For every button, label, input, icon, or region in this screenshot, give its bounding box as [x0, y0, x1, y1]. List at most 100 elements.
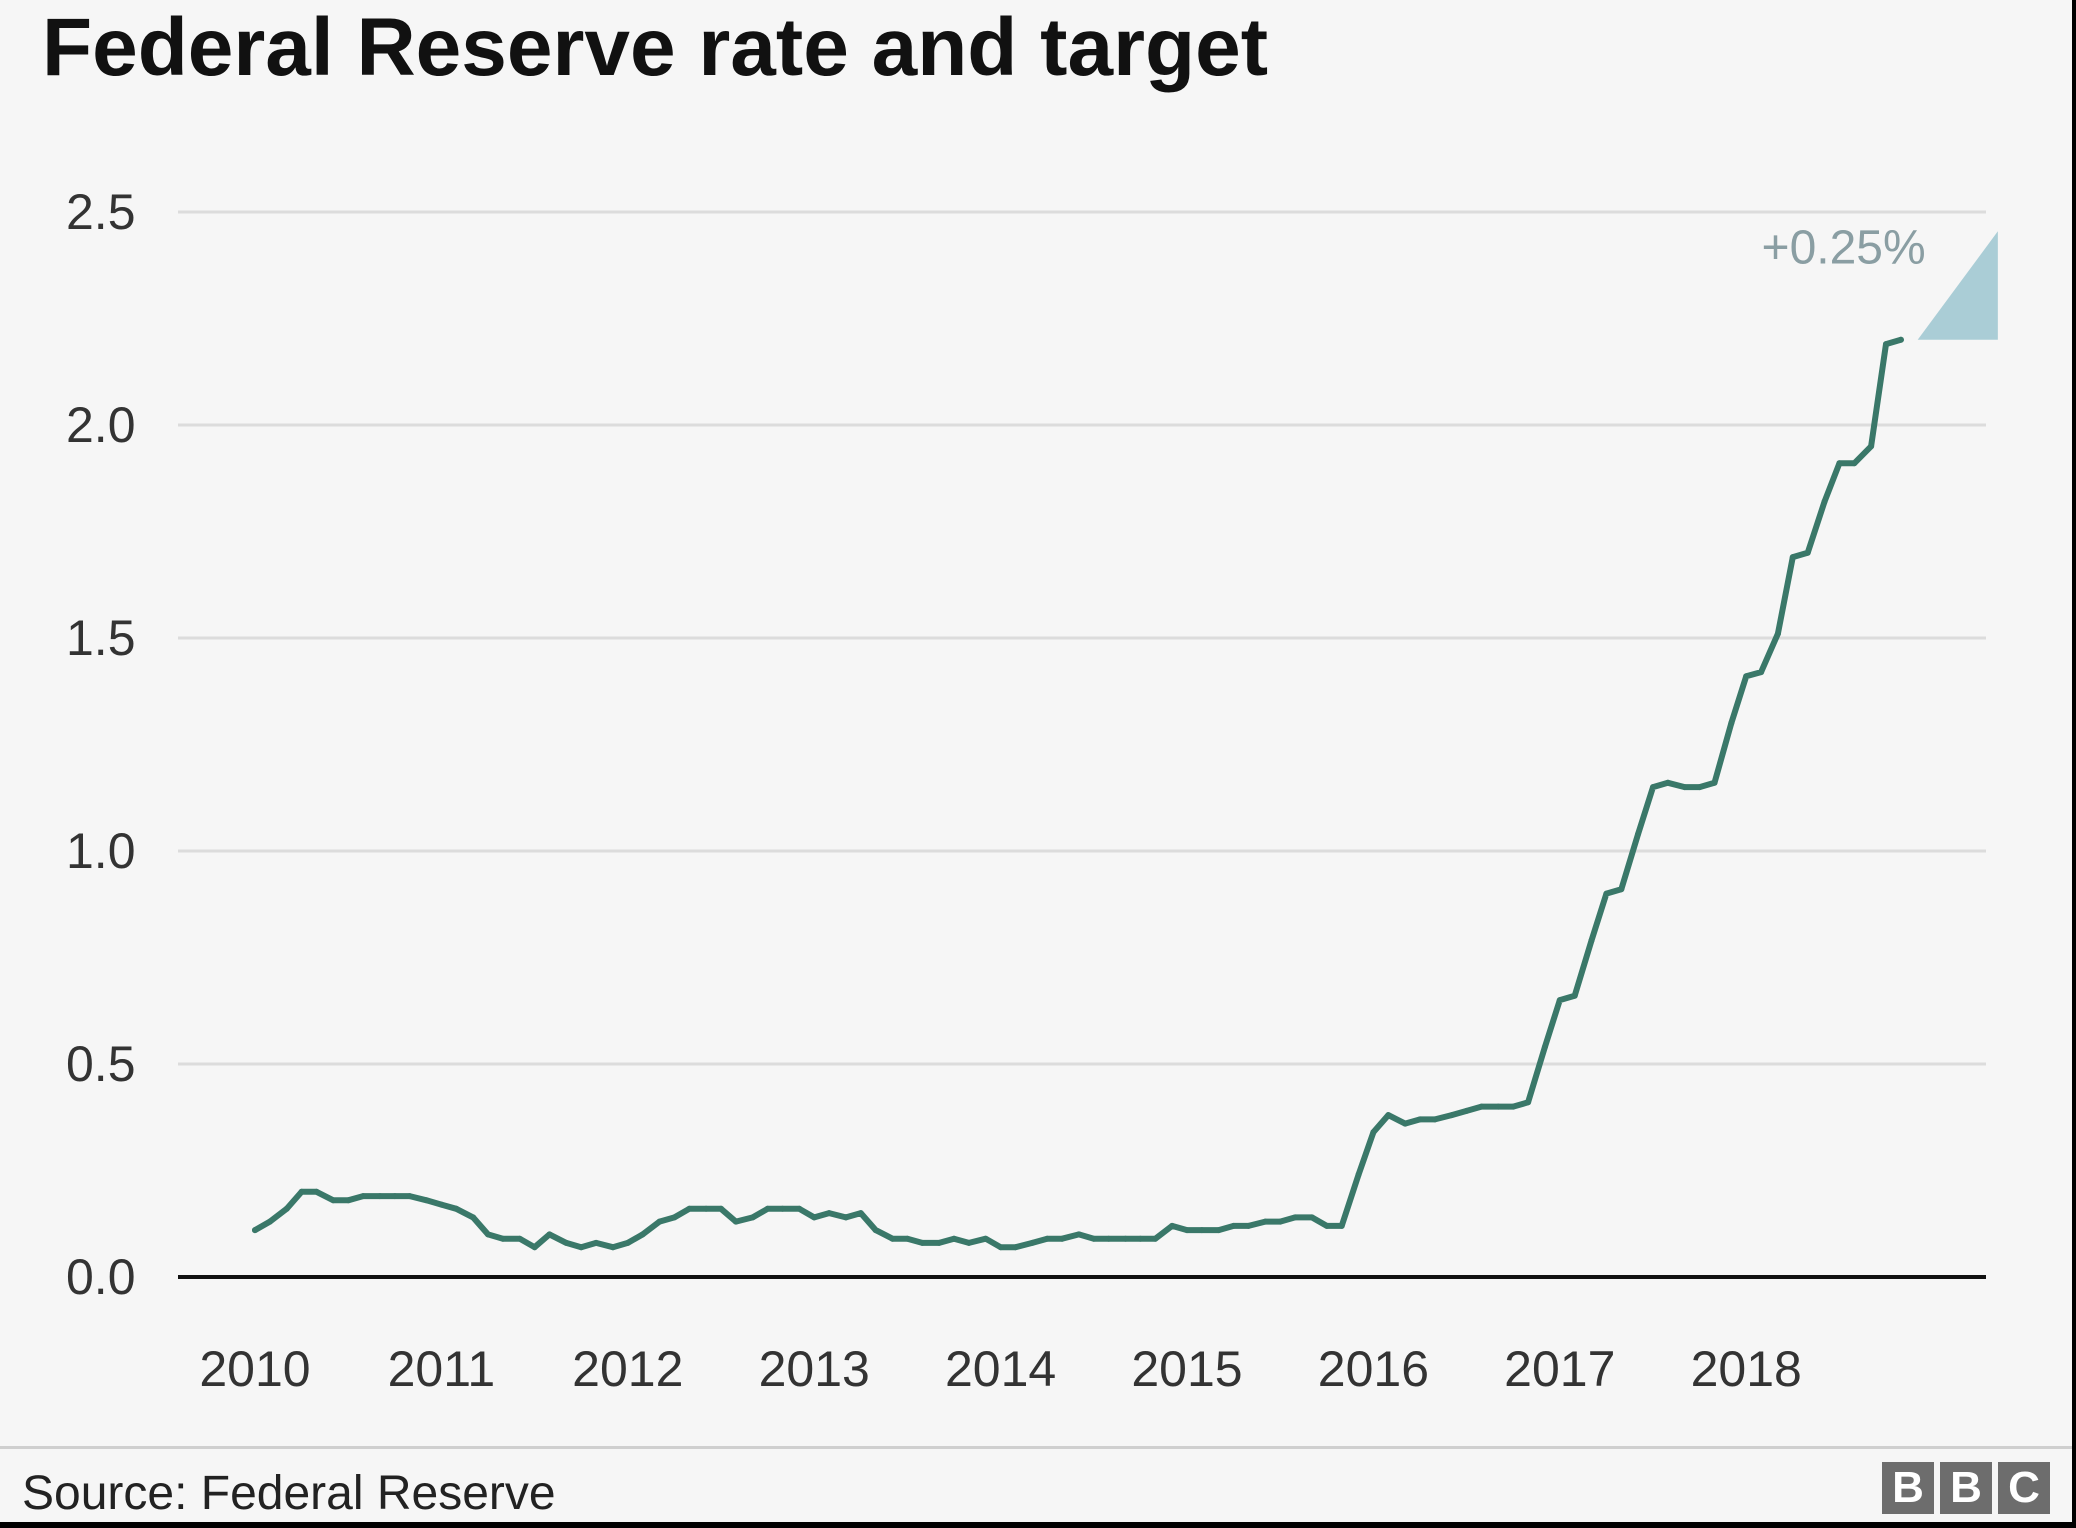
data-point: [1774, 630, 1781, 637]
data-point: [1338, 1222, 1345, 1229]
data-point: [936, 1239, 943, 1246]
data-point: [345, 1197, 352, 1204]
x-tick-label: 2015: [1131, 1341, 1242, 1397]
data-point: [811, 1214, 818, 1221]
x-tick-label: 2013: [759, 1341, 870, 1397]
data-point: [919, 1239, 926, 1246]
data-point: [656, 1218, 663, 1225]
data-point: [1448, 1112, 1455, 1119]
data-point: [1556, 997, 1563, 1004]
x-tick-label: 2017: [1504, 1341, 1615, 1397]
y-tick-label: 2.0: [66, 397, 136, 453]
series-lines: [252, 336, 1904, 1251]
data-point: [438, 1201, 445, 1208]
data-point: [1758, 669, 1765, 676]
data-point: [1245, 1222, 1252, 1229]
data-point: [1230, 1222, 1237, 1229]
data-point: [1090, 1235, 1097, 1242]
data-point: [298, 1188, 305, 1195]
data-point: [1821, 498, 1828, 505]
data-point: [889, 1235, 896, 1242]
data-point: [1012, 1244, 1019, 1251]
data-point: [1897, 336, 1904, 343]
bbc-logo-letter: C: [1998, 1462, 2050, 1514]
data-point: [1495, 1103, 1502, 1110]
y-tick-label: 0.5: [66, 1036, 136, 1092]
data-point: [997, 1244, 1004, 1251]
data-point: [313, 1188, 320, 1195]
data-point: [360, 1193, 367, 1200]
data-point: [732, 1218, 739, 1225]
data-point: [1417, 1116, 1423, 1123]
data-point: [703, 1205, 710, 1212]
data-point: [546, 1231, 553, 1238]
data-point: [1650, 784, 1656, 791]
data-point: [951, 1235, 957, 1242]
data-point: [639, 1231, 646, 1238]
data-point: [1836, 460, 1843, 467]
footer-divider: [0, 1446, 2072, 1449]
line-chart: 0.00.51.01.52.02.5 2010 2011 2012 2013 2014 2…: [66, 184, 1998, 1397]
data-point: [266, 1218, 273, 1225]
data-point: [593, 1239, 600, 1246]
data-point: [516, 1235, 523, 1242]
data-point: [1618, 886, 1625, 893]
data-point: [796, 1205, 803, 1212]
data-point: [1215, 1227, 1222, 1234]
data-point: [904, 1235, 911, 1242]
data-point: [1804, 549, 1811, 556]
data-point: [749, 1214, 756, 1221]
data-point: [252, 1227, 258, 1234]
data-point: [1198, 1227, 1205, 1234]
data-point: [1711, 779, 1718, 786]
data-point: [1105, 1235, 1112, 1242]
data-point: [563, 1239, 570, 1246]
data-point: [330, 1197, 337, 1204]
data-point: [1169, 1222, 1176, 1229]
x-tick-label: 2018: [1691, 1341, 1802, 1397]
y-axis-ticks: 0.0 0.5 1.0 1.5 2.0 2.5: [66, 184, 136, 1305]
data-point: [609, 1244, 616, 1251]
data-point: [1122, 1235, 1129, 1242]
data-point: [872, 1227, 879, 1234]
data-point: [624, 1239, 631, 1246]
data-point: [1137, 1235, 1144, 1242]
data-point: [1277, 1218, 1284, 1225]
data-point: [1728, 720, 1735, 727]
data-point: [1868, 443, 1875, 450]
data-point: [842, 1214, 849, 1221]
y-tick-label: 1.5: [66, 610, 136, 666]
x-tick-label: 2011: [388, 1341, 496, 1397]
data-point: [1059, 1235, 1066, 1242]
data-point: [671, 1214, 678, 1221]
x-axis-ticks: 2010 2011 2012 2013 2014 2015 2016 2017 2018: [199, 1341, 1801, 1397]
data-point: [1262, 1218, 1269, 1225]
data-point: [1323, 1222, 1330, 1229]
data-point: [1541, 1044, 1548, 1050]
data-points: [252, 336, 1904, 1251]
data-point: [982, 1235, 989, 1242]
data-point: [1075, 1231, 1082, 1238]
data-point: [779, 1205, 786, 1212]
data-point: [1292, 1214, 1299, 1221]
data-point: [1883, 341, 1889, 348]
data-point: [1743, 673, 1750, 680]
data-point: [1696, 784, 1703, 791]
data-point: [423, 1197, 430, 1204]
data-point: [470, 1214, 477, 1221]
data-point: [1029, 1239, 1036, 1246]
data-point: [1355, 1171, 1362, 1178]
data-point: [1588, 937, 1595, 944]
target-increase: +0.25%: [1762, 221, 1998, 340]
annotation-label: +0.25%: [1762, 221, 1926, 274]
data-point: [391, 1193, 398, 1200]
data-point: [686, 1205, 693, 1212]
data-point: [1789, 554, 1796, 561]
data-point: [1525, 1099, 1532, 1106]
data-point: [406, 1193, 413, 1200]
data-point: [1635, 831, 1642, 837]
data-point: [376, 1193, 383, 1200]
target-triangle: [1917, 231, 1998, 340]
